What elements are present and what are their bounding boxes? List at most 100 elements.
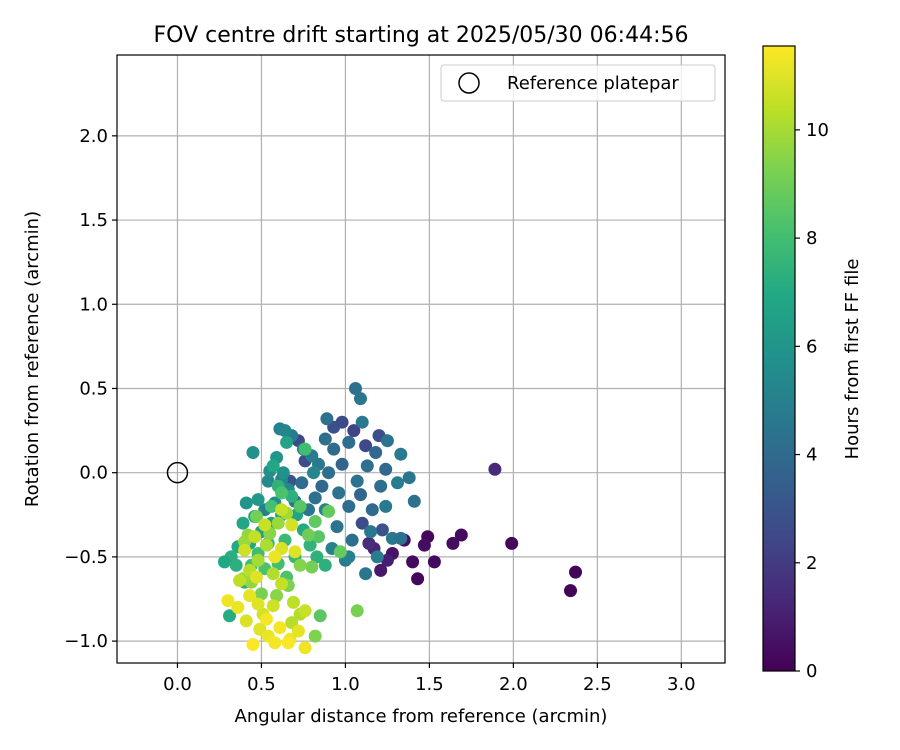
data-point <box>303 538 317 552</box>
x-tick-label: 1.5 <box>415 674 444 695</box>
y-tick-label: 2.0 <box>79 126 108 147</box>
data-point <box>313 609 327 623</box>
data-point <box>379 462 393 476</box>
data-point <box>380 553 394 567</box>
data-point <box>239 496 253 510</box>
data-point <box>417 538 431 552</box>
data-point <box>355 415 369 429</box>
data-point <box>322 466 336 480</box>
data-point <box>355 516 369 530</box>
data-point <box>249 510 263 523</box>
data-point <box>318 432 332 446</box>
colorbar-label: Hours from first FF file <box>842 259 863 460</box>
data-point <box>454 528 468 542</box>
data-point <box>271 516 285 530</box>
data-point <box>347 424 361 438</box>
data-point <box>266 459 280 473</box>
data-point <box>307 466 320 480</box>
data-point <box>406 555 420 569</box>
data-point <box>327 442 341 456</box>
data-point <box>273 621 287 635</box>
data-point <box>246 638 260 651</box>
data-point <box>221 594 235 608</box>
data-point <box>270 589 284 603</box>
legend: Reference platepar <box>440 64 716 102</box>
data-point <box>488 462 502 476</box>
data-point <box>427 555 441 569</box>
data-point <box>360 459 374 473</box>
data-point <box>354 488 367 502</box>
data-point <box>359 567 373 581</box>
data-point <box>251 597 265 611</box>
x-tick-label: 0.0 <box>163 674 192 695</box>
data-point <box>330 520 344 534</box>
data-point <box>223 609 236 623</box>
data-point <box>293 499 307 513</box>
x-tick-label: 1.0 <box>331 674 360 695</box>
y-tick-label: 1.0 <box>79 294 108 315</box>
data-point <box>298 641 312 655</box>
reference-marker <box>166 461 189 484</box>
data-point <box>281 636 295 650</box>
colorbar: 0 2 4 6 8 10 Hours from first FF file <box>762 45 863 682</box>
data-point <box>332 486 346 500</box>
data-point <box>391 476 404 490</box>
data-point <box>308 515 322 528</box>
data-point <box>249 570 263 584</box>
data-point <box>302 528 315 542</box>
data-point <box>233 574 247 587</box>
x-tick-label: 3.0 <box>667 674 696 695</box>
x-axis-label: Angular distance from reference (arcmin) <box>235 706 608 727</box>
data-point <box>265 499 278 513</box>
data-point <box>278 424 292 438</box>
data-point <box>379 499 393 513</box>
data-point <box>365 503 379 517</box>
y-axis-ticks: −1.0 −0.5 0.0 0.5 1.0 1.5 2.0 <box>64 126 117 652</box>
data-point <box>446 536 460 550</box>
data-point <box>218 555 231 569</box>
data-point <box>239 614 253 628</box>
y-tick-label: −0.5 <box>64 547 108 568</box>
data-point <box>275 486 289 500</box>
data-point <box>288 545 302 559</box>
data-point <box>394 447 408 461</box>
data-point <box>308 491 322 505</box>
y-tick-label: 1.5 <box>79 210 108 231</box>
data-point <box>362 536 376 550</box>
data-point <box>364 525 378 539</box>
x-tick-label: 2.0 <box>499 674 528 695</box>
data-point <box>229 558 243 572</box>
colorbar-tick-label: 10 <box>806 120 829 141</box>
colorbar-tick-label: 2 <box>806 553 817 574</box>
colorbar-tick-label: 0 <box>806 661 817 682</box>
data-point <box>375 523 389 537</box>
data-point <box>411 572 425 586</box>
data-point <box>275 577 289 591</box>
data-point <box>369 446 383 459</box>
data-point <box>345 533 359 547</box>
x-tick-label: 2.5 <box>583 674 612 695</box>
y-axis-label: Rotation from reference (arcmin) <box>22 211 43 507</box>
data-point <box>342 499 356 513</box>
data-point <box>298 604 312 618</box>
grid-lines <box>117 55 725 663</box>
data-point <box>308 629 322 643</box>
y-tick-label: 0.5 <box>79 378 108 399</box>
data-point <box>298 442 312 456</box>
data-point <box>236 516 250 530</box>
data-point <box>359 439 373 453</box>
data-point <box>260 538 273 552</box>
data-point <box>258 518 272 532</box>
colorbar-tick-label: 8 <box>806 228 817 249</box>
data-point <box>266 599 280 613</box>
data-point <box>322 504 336 518</box>
plot-frame <box>116 54 726 664</box>
data-point <box>505 536 519 550</box>
data-point <box>293 558 307 572</box>
legend-label-reference: Reference platepar <box>507 73 679 94</box>
data-point <box>354 392 367 406</box>
chart-title: FOV centre drift starting at 2025/05/30 … <box>154 23 689 48</box>
data-point <box>335 457 349 471</box>
